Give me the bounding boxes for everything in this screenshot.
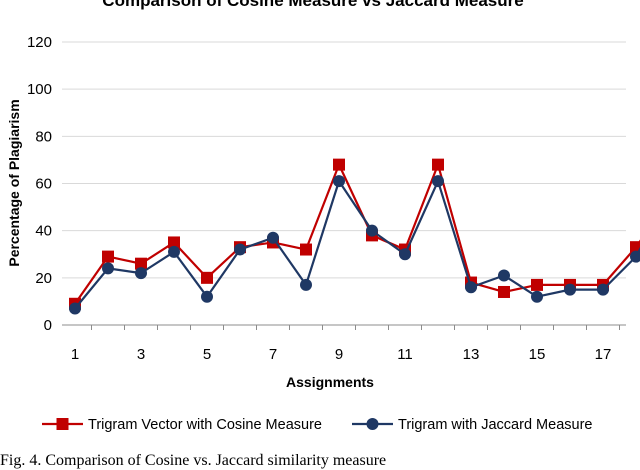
legend-marker [56, 418, 69, 430]
x-axis: 13579111315171921232527293133 [62, 324, 626, 363]
data-point [630, 241, 640, 254]
y-tick-label: 80 [35, 128, 52, 145]
y-tick-label: 100 [27, 81, 52, 98]
x-tick-label: 1 [71, 346, 79, 363]
legend-label: Trigram Vector with Cosine Measure [88, 417, 322, 433]
data-point [630, 250, 640, 263]
legend-item: Trigram Vector with Cosine Measure [42, 417, 322, 433]
data-point [300, 243, 312, 256]
x-tick-label: 11 [397, 346, 413, 363]
data-point [498, 285, 510, 298]
data-point [399, 248, 411, 261]
data-point [267, 231, 279, 244]
y-tick-label: 60 [35, 176, 52, 193]
data-point [465, 281, 477, 294]
data-point [333, 175, 345, 188]
data-point [432, 158, 444, 171]
data-point [432, 175, 444, 188]
series-line [74, 180, 640, 310]
y-axis-ticks: 0 20 40 60 80 100 120 [27, 34, 52, 334]
x-tick-label: 15 [529, 346, 546, 363]
series-line [74, 163, 640, 305]
y-tick-label: 40 [35, 223, 52, 240]
data-point [366, 224, 378, 237]
data-point [168, 236, 180, 249]
figure-caption: Fig. 4. Comparison of Cosine vs. Jaccard… [0, 452, 387, 469]
data-point [201, 271, 213, 284]
x-tick-label: 3 [137, 346, 145, 363]
legend: Trigram Vector with Cosine Measure Trigra… [42, 417, 592, 433]
y-tick-label: 120 [27, 34, 52, 51]
data-point [201, 290, 213, 303]
legend-label: Trigram with Jaccard Measure [398, 417, 592, 433]
x-tick-label: 9 [335, 346, 343, 363]
x-tick-label: 17 [595, 346, 612, 363]
data-point [300, 278, 312, 291]
y-tick-label: 20 [35, 270, 52, 287]
x-tick-label: 5 [203, 346, 211, 363]
x-axis-label: Assignments [286, 374, 374, 390]
chart-title: Comparison of Cosine Measure vs Jaccard … [102, 0, 523, 10]
data-point [135, 267, 147, 280]
legend-marker [366, 418, 379, 430]
data-point [531, 278, 543, 291]
legend-item: Trigram with Jaccard Measure [352, 417, 592, 433]
data-point [69, 302, 81, 315]
data-point [531, 290, 543, 303]
data-point [135, 257, 147, 270]
series-1 [69, 158, 640, 310]
x-tick-label: 7 [269, 346, 277, 363]
data-point [234, 243, 246, 256]
y-axis-label: Percentage of Plagiarism [6, 99, 22, 266]
data-point [564, 283, 576, 296]
data-point [168, 245, 180, 258]
series-2 [69, 175, 640, 315]
data-point [498, 269, 510, 282]
data-point [102, 262, 114, 275]
data-point [102, 250, 114, 263]
x-tick-label: 13 [463, 346, 480, 363]
data-point [333, 158, 345, 171]
y-tick-label: 0 [44, 317, 52, 334]
series-layer [69, 158, 640, 315]
data-point [597, 283, 609, 296]
